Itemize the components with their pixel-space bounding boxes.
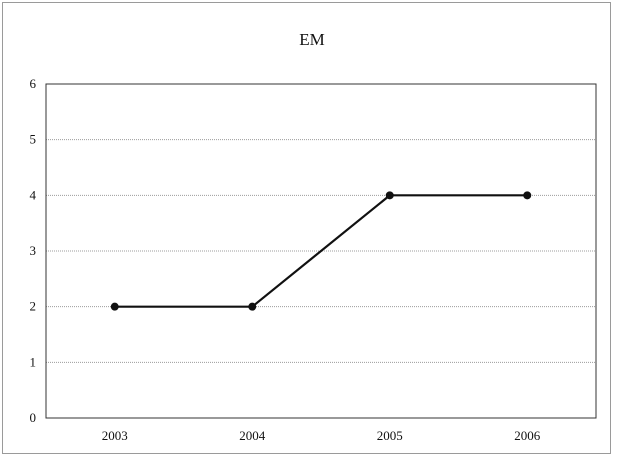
y-tick-label: 2 bbox=[30, 299, 37, 314]
data-point bbox=[523, 191, 532, 200]
x-tick-label: 2006 bbox=[514, 428, 541, 443]
y-tick-label: 1 bbox=[30, 354, 37, 369]
y-tick-label: 3 bbox=[30, 243, 37, 258]
x-tick-label: 2004 bbox=[239, 428, 266, 443]
series-line bbox=[114, 194, 528, 308]
plot-area-border bbox=[45, 83, 597, 419]
x-tick-label: 2005 bbox=[377, 428, 403, 443]
chart-frame bbox=[2, 2, 611, 454]
chart-title: EM bbox=[299, 30, 325, 49]
grid-layer bbox=[46, 83, 596, 363]
y-tick-label: 0 bbox=[30, 410, 37, 425]
axis-layer: 0 1 2 3 4 5 6 2003 2004 2005 2006 bbox=[30, 76, 597, 443]
data-point bbox=[248, 302, 257, 311]
data-point bbox=[385, 191, 394, 200]
data-point bbox=[110, 302, 119, 311]
x-tick-label: 2003 bbox=[102, 428, 128, 443]
y-tick-label: 5 bbox=[30, 132, 37, 147]
y-tick-label: 6 bbox=[30, 76, 37, 91]
series-layer bbox=[110, 191, 532, 311]
y-tick-label: 4 bbox=[30, 187, 37, 202]
